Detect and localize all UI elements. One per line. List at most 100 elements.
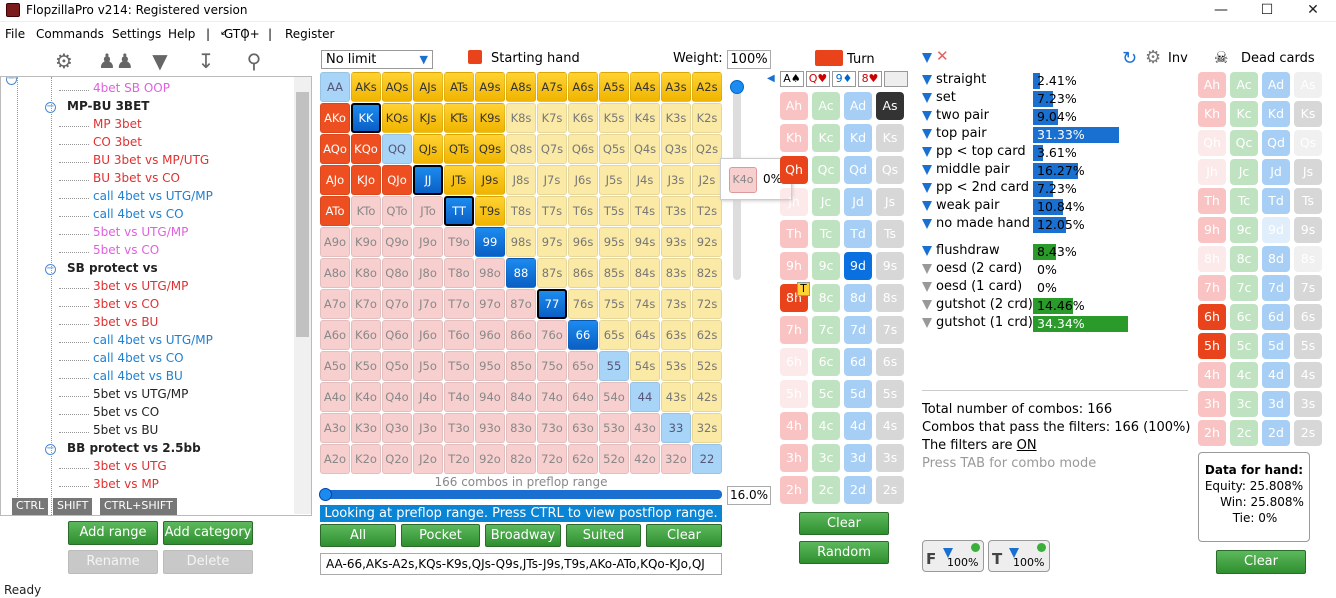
turn-card[interactable]: Qd xyxy=(844,156,872,184)
users-icon[interactable]: ♟♟ xyxy=(98,49,134,73)
hand-cell[interactable]: K2o xyxy=(351,444,381,474)
dead-card[interactable]: Qc xyxy=(1230,130,1258,156)
hand-cell[interactable]: AKo xyxy=(320,103,350,133)
turn-card[interactable]: Qh xyxy=(780,156,808,184)
delete-button[interactable]: Delete xyxy=(163,550,253,574)
hand-cell[interactable]: A2o xyxy=(320,444,350,474)
hand-cell[interactable]: J8o xyxy=(413,258,443,288)
turn-card[interactable]: Js xyxy=(876,188,904,216)
collapse-icon[interactable]: − xyxy=(45,101,56,113)
hand-cell[interactable]: Q5o xyxy=(382,351,412,381)
dead-card[interactable]: 5s xyxy=(1294,333,1322,359)
turn-card[interactable]: 5h xyxy=(780,380,808,408)
menu-help[interactable]: Help xyxy=(168,27,196,41)
add-range-button[interactable]: Add range xyxy=(68,521,158,545)
hand-cell[interactable]: KTo xyxy=(351,196,381,226)
hand-cell[interactable]: 64s xyxy=(630,320,660,350)
filter-row[interactable]: set xyxy=(922,90,956,108)
hand-cell[interactable]: 42s xyxy=(692,382,722,412)
hand-cell[interactable]: J6o xyxy=(413,320,443,350)
hand-cell[interactable]: Q2o xyxy=(382,444,412,474)
turn-card[interactable]: 6c xyxy=(812,348,840,376)
hand-cell[interactable]: K9s xyxy=(475,103,505,133)
hand-cell[interactable]: 95s xyxy=(599,227,629,257)
hand-cell[interactable]: 55 xyxy=(599,351,629,381)
hand-cell[interactable]: KTs xyxy=(444,103,474,133)
limit-select[interactable]: No limit ▼ xyxy=(321,50,433,69)
tree-item[interactable]: CO 3bet xyxy=(93,135,142,153)
dead-card[interactable]: 3s xyxy=(1294,391,1322,417)
dead-card[interactable]: Jh xyxy=(1198,159,1226,185)
hand-cell[interactable]: J9o xyxy=(413,227,443,257)
turn-card[interactable]: 3c xyxy=(812,444,840,472)
dead-card-grid[interactable]: Ah Ac Ad As Kh Kc Kd Ks Qh Qc Qd Qs Jh Jc Jd Js Th Tc Td Ts… xyxy=(1198,72,1324,452)
hand-cell[interactable]: K3s xyxy=(661,103,691,133)
tree-item[interactable]: MP 3bet xyxy=(93,117,142,135)
hand-cell[interactable]: A3o xyxy=(320,413,350,443)
hand-cell[interactable]: 83s xyxy=(661,258,691,288)
hand-cell[interactable]: J9s xyxy=(475,165,505,195)
hand-cell[interactable]: 82o xyxy=(506,444,536,474)
hand-cell[interactable]: T7s xyxy=(537,196,567,226)
hand-cell[interactable]: A6o xyxy=(320,320,350,350)
settings-gear-icon[interactable]: ⚙ xyxy=(1145,47,1162,68)
hand-cell[interactable]: QQ xyxy=(382,134,412,164)
dead-card[interactable]: Ac xyxy=(1230,72,1258,98)
turn-card[interactable]: Jh xyxy=(780,188,808,216)
hand-cell[interactable]: 86o xyxy=(506,320,536,350)
turn-card[interactable]: Th xyxy=(780,220,808,248)
turn-card[interactable]: Kc xyxy=(812,124,840,152)
tree-item[interactable]: call 4bet vs BU xyxy=(93,369,183,387)
hand-cell[interactable]: 85o xyxy=(506,351,536,381)
filter-row[interactable]: weak pair xyxy=(922,198,999,216)
hand-cell[interactable]: 77 xyxy=(537,289,567,319)
hand-cell[interactable]: T2s xyxy=(692,196,722,226)
turn-card[interactable]: 7s xyxy=(876,316,904,344)
hand-cell[interactable]: Q7o xyxy=(382,289,412,319)
filter-icon[interactable] xyxy=(922,50,936,64)
hand-cell[interactable]: JTo xyxy=(413,196,443,226)
tree-item[interactable]: 5bet vs BU xyxy=(93,423,158,441)
gear-icon[interactable]: ⚙ xyxy=(55,49,73,73)
dead-card[interactable]: 4h xyxy=(1198,362,1226,388)
hand-cell[interactable]: ATs xyxy=(444,72,474,102)
hand-cell[interactable]: 53o xyxy=(599,413,629,443)
hand-cell[interactable]: 64o xyxy=(568,382,598,412)
dead-card[interactable]: 9c xyxy=(1230,217,1258,243)
turn-card[interactable]: 3s xyxy=(876,444,904,472)
funnel-icon[interactable] xyxy=(922,74,932,85)
tree-item[interactable]: BU 3bet vs MP/UTG xyxy=(93,153,209,171)
dead-card[interactable]: Td xyxy=(1262,188,1290,214)
dead-card[interactable]: 7h xyxy=(1198,275,1226,301)
hand-cell[interactable]: J3o xyxy=(413,413,443,443)
hand-cell[interactable]: K5o xyxy=(351,351,381,381)
hand-cell[interactable]: AQs xyxy=(382,72,412,102)
hand-cell[interactable]: KJs xyxy=(413,103,443,133)
menu-gto[interactable]: GTO+ xyxy=(224,27,260,41)
hand-cell[interactable]: Q6o xyxy=(382,320,412,350)
dead-card[interactable]: Jd xyxy=(1262,159,1290,185)
clear-range-button[interactable]: Clear xyxy=(646,524,722,547)
collapse-icon[interactable]: − xyxy=(45,443,56,455)
import-icon[interactable]: ↧ xyxy=(197,49,215,73)
hand-cell[interactable]: K5s xyxy=(599,103,629,133)
dead-card[interactable]: Qs xyxy=(1294,130,1322,156)
range-text-input[interactable]: AA-66,AKs-A2s,KQs-K9s,QJs-Q9s,JTs-J9s,T9… xyxy=(320,553,722,575)
range-grid[interactable]: AA AKs AQs AJs ATs A9s A8s A7s A6s A5s A4s A3s A2s AK… xyxy=(320,72,722,474)
menu-settings[interactable]: Settings xyxy=(112,27,162,41)
filter-row[interactable]: no made hand xyxy=(922,216,1030,234)
dead-card[interactable]: 2s xyxy=(1294,420,1322,446)
turn-card[interactable]: Td xyxy=(844,220,872,248)
hand-cell[interactable]: 53s xyxy=(661,351,691,381)
dead-card[interactable]: 5c xyxy=(1230,333,1258,359)
turn-card[interactable]: Kd xyxy=(844,124,872,152)
funnel-icon[interactable] xyxy=(922,218,932,229)
hand-cell[interactable]: KK xyxy=(351,103,381,133)
tree-item[interactable]: 5bet vs CO xyxy=(93,243,159,261)
turn-filter-toggle[interactable]: T 100% xyxy=(988,540,1050,572)
turn-card[interactable]: 2s xyxy=(876,476,904,504)
hand-cell[interactable]: A5s xyxy=(599,72,629,102)
hand-cell[interactable]: J2s xyxy=(692,165,722,195)
tree-item[interactable]: 5bet vs UTG/MP xyxy=(93,225,188,243)
hand-cell[interactable]: 63o xyxy=(568,413,598,443)
